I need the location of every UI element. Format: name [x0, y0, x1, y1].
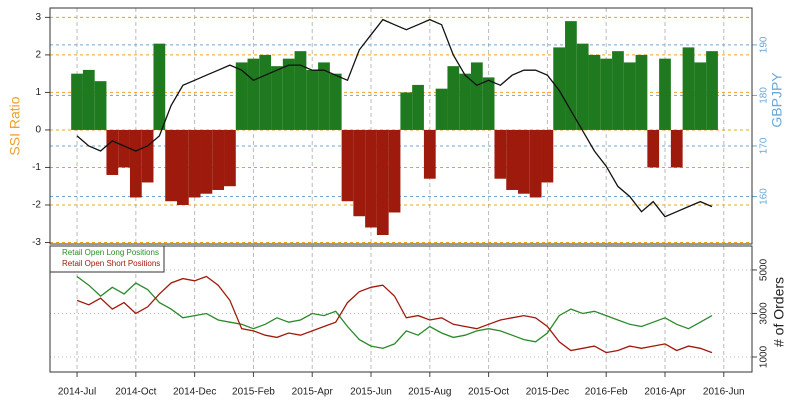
- legend-entry: Retail Open Long Positions: [62, 248, 159, 257]
- bar: [447, 66, 460, 130]
- bar: [141, 129, 154, 183]
- bar: [435, 88, 448, 130]
- bar: [494, 129, 507, 179]
- bar: [506, 129, 518, 190]
- y-tick-label: 5000: [759, 258, 770, 281]
- y2-tick-label: 190: [759, 36, 770, 53]
- legend-entry: Retail Open Short Positions: [62, 259, 160, 268]
- y-axis-label: # of Orders: [771, 277, 787, 347]
- x-tick-label: 2016-Feb: [585, 387, 628, 398]
- bar: [647, 129, 660, 168]
- bar: [706, 51, 718, 130]
- x-tick-label: 2015-Oct: [468, 387, 509, 398]
- bar: [129, 129, 142, 198]
- bar: [682, 47, 695, 130]
- y-tick-label: 0: [35, 125, 41, 136]
- x-tick-label: 2015-Apr: [292, 387, 334, 398]
- plot-frame: [49, 7, 753, 245]
- bar: [165, 129, 177, 202]
- x-tick-label: 2014-Oct: [115, 387, 156, 398]
- bar: [235, 62, 248, 130]
- bar: [176, 129, 189, 205]
- y2-tick-label: 180: [759, 87, 770, 104]
- x-tick-label: 2014-Dec: [173, 387, 216, 398]
- bar: [71, 73, 83, 130]
- x-tick-label: 2015-Jun: [350, 387, 392, 398]
- x-tick-label: 2014-Jul: [58, 387, 96, 398]
- x-tick-label: 2015-Aug: [408, 387, 451, 398]
- bar: [459, 73, 471, 130]
- x-tick-label: 2015-Dec: [526, 387, 569, 398]
- bar: [212, 129, 225, 190]
- data-line: [76, 275, 713, 354]
- x-tick-label: 2015-Feb: [232, 387, 275, 398]
- bar: [623, 62, 636, 130]
- bar: [576, 43, 589, 130]
- bar: [423, 129, 436, 179]
- bar: [635, 54, 648, 130]
- y-axis-label: SSI Ratio: [7, 96, 23, 155]
- bar: [318, 62, 330, 130]
- bar: [388, 129, 401, 213]
- bar: [365, 129, 377, 228]
- bar: [224, 129, 236, 187]
- bar: [353, 129, 366, 217]
- bar: [670, 129, 683, 168]
- bar: [271, 66, 283, 130]
- data-line: [76, 18, 713, 218]
- bar: [694, 62, 707, 130]
- bar: [412, 84, 424, 130]
- bar: [659, 58, 671, 130]
- bar: [541, 129, 554, 183]
- x-tick-label: 2016-Jun: [703, 387, 745, 398]
- bar: [553, 47, 566, 130]
- bar: [529, 129, 542, 198]
- y-tick-label: -3: [32, 237, 41, 248]
- bar: [600, 58, 613, 130]
- bar: [565, 21, 577, 130]
- bar: [518, 129, 530, 194]
- y-tick-label: -2: [32, 200, 41, 211]
- y-tick-label: 1: [35, 87, 41, 98]
- bar: [400, 92, 413, 130]
- y-tick-label: 1000: [759, 345, 770, 368]
- y-tick-label: 3000: [759, 302, 770, 325]
- bar: [376, 129, 389, 235]
- bar: [82, 69, 95, 130]
- bar: [200, 129, 213, 194]
- bar: [106, 129, 119, 175]
- y2-tick-label: 170: [759, 137, 770, 154]
- bar: [482, 77, 495, 130]
- bar: [118, 129, 130, 168]
- bar: [153, 43, 166, 130]
- y2-axis-label: GBPJPY: [769, 72, 785, 128]
- bar: [188, 129, 201, 198]
- y-tick-label: 2: [35, 50, 41, 61]
- bar: [94, 81, 107, 130]
- bar: [294, 51, 307, 130]
- bar: [259, 54, 272, 130]
- bar: [329, 73, 342, 130]
- y-tick-label: 3: [35, 12, 41, 23]
- bar: [612, 51, 624, 130]
- y-tick-label: -1: [32, 162, 41, 173]
- bar: [588, 54, 601, 130]
- bar: [306, 69, 319, 130]
- bar: [282, 58, 295, 130]
- data-line: [76, 275, 713, 349]
- plot-frame: [49, 245, 753, 373]
- y2-tick-label: 160: [759, 188, 770, 205]
- bar: [341, 129, 354, 202]
- bar: [247, 58, 260, 130]
- bar: [470, 62, 483, 130]
- x-tick-label: 2016-Apr: [644, 387, 686, 398]
